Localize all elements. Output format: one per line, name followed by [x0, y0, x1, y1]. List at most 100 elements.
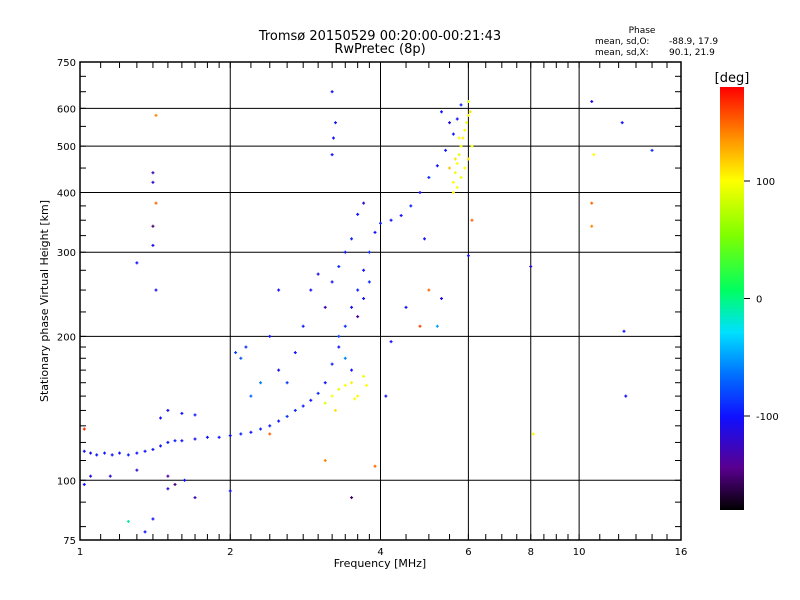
data-point [316, 391, 320, 395]
x-tick-label: 8 [528, 547, 534, 558]
data-point [343, 250, 347, 254]
data-point [343, 324, 347, 328]
data-point [350, 368, 354, 372]
data-point [331, 136, 335, 140]
data-point [159, 416, 163, 420]
data-point [435, 324, 439, 328]
data-point [459, 144, 463, 148]
data-point [166, 408, 170, 412]
x-tick-label: 6 [465, 547, 471, 558]
data-point [166, 487, 170, 491]
data-point [337, 387, 341, 391]
data-point [151, 171, 155, 175]
data-point [143, 530, 147, 534]
data-point [268, 424, 272, 428]
data-point [362, 297, 366, 301]
data-point [143, 449, 147, 453]
data-point [448, 121, 452, 125]
data-point [427, 288, 431, 292]
data-point [356, 288, 360, 292]
data-point [268, 334, 272, 338]
data-point [309, 288, 313, 292]
data-point [457, 136, 461, 140]
data-point [135, 451, 139, 455]
data-point [249, 394, 253, 398]
phase-x-value: 90.1, 21.9 [669, 48, 715, 58]
data-point [367, 250, 371, 254]
data-point [82, 482, 86, 486]
data-point [217, 435, 221, 439]
x-axis-label: Frequency [MHz] [334, 557, 426, 570]
data-point [451, 190, 455, 194]
data-point [404, 305, 408, 309]
data-point [180, 411, 184, 415]
y-tick-label: 750 [57, 58, 76, 69]
data-point [277, 288, 281, 292]
data-point [455, 117, 459, 121]
data-point [470, 218, 474, 222]
data-point [440, 297, 444, 301]
data-point [451, 180, 455, 184]
data-point [350, 237, 354, 241]
data-point [337, 345, 341, 349]
data-point [343, 383, 347, 387]
data-point [466, 113, 470, 117]
data-point [453, 171, 457, 175]
data-point [285, 414, 289, 418]
data-point [448, 166, 452, 170]
phase-o-label: mean, sd,O: [595, 37, 649, 47]
data-point [259, 427, 263, 431]
data-point [89, 451, 93, 455]
data-point [323, 381, 327, 385]
data-point [373, 230, 377, 234]
x-tick-label: 1 [77, 547, 83, 558]
data-point [151, 180, 155, 184]
data-point [110, 453, 114, 457]
data-point [466, 100, 470, 104]
data-point [205, 435, 209, 439]
data-point [239, 432, 243, 436]
data-point [173, 482, 177, 486]
colorbar-tick-label: 0 [756, 295, 762, 306]
phase-title: Phase [629, 26, 656, 36]
data-point [151, 243, 155, 247]
data-point [193, 413, 197, 417]
data-point [333, 121, 337, 125]
data-point [350, 305, 354, 309]
data-point [440, 110, 444, 114]
data-point [268, 432, 272, 436]
data-point [234, 351, 238, 355]
y-tick-label: 600 [57, 104, 76, 115]
data-point [362, 374, 366, 378]
data-point [356, 394, 360, 398]
phase-x-label: mean, sd,X: [595, 48, 649, 58]
data-point [259, 381, 263, 385]
data-point [435, 164, 439, 168]
data-point [330, 394, 334, 398]
data-point [620, 121, 624, 125]
data-point [151, 447, 155, 451]
data-point [82, 449, 86, 453]
data-point [126, 519, 130, 523]
data-point [330, 90, 334, 94]
data-point [135, 468, 139, 472]
y-tick-label: 100 [57, 476, 76, 487]
chart-subtitle: RwPretec (8p) [334, 42, 425, 57]
data-point [468, 110, 472, 114]
data-point [457, 153, 461, 157]
data-point [379, 221, 382, 225]
data-point [154, 201, 158, 205]
data-point [418, 324, 422, 328]
data-point [367, 280, 371, 284]
data-point [108, 474, 112, 478]
data-point [362, 268, 366, 272]
data-point [465, 121, 469, 125]
data-point [470, 144, 474, 148]
data-point [356, 315, 360, 319]
phase-o-value: -88.9, 17.9 [669, 37, 718, 47]
colorbar-label: [deg] [715, 71, 750, 86]
colorbar-tick-label: -100 [756, 412, 779, 423]
data-point [337, 334, 341, 338]
data-point [463, 128, 467, 132]
